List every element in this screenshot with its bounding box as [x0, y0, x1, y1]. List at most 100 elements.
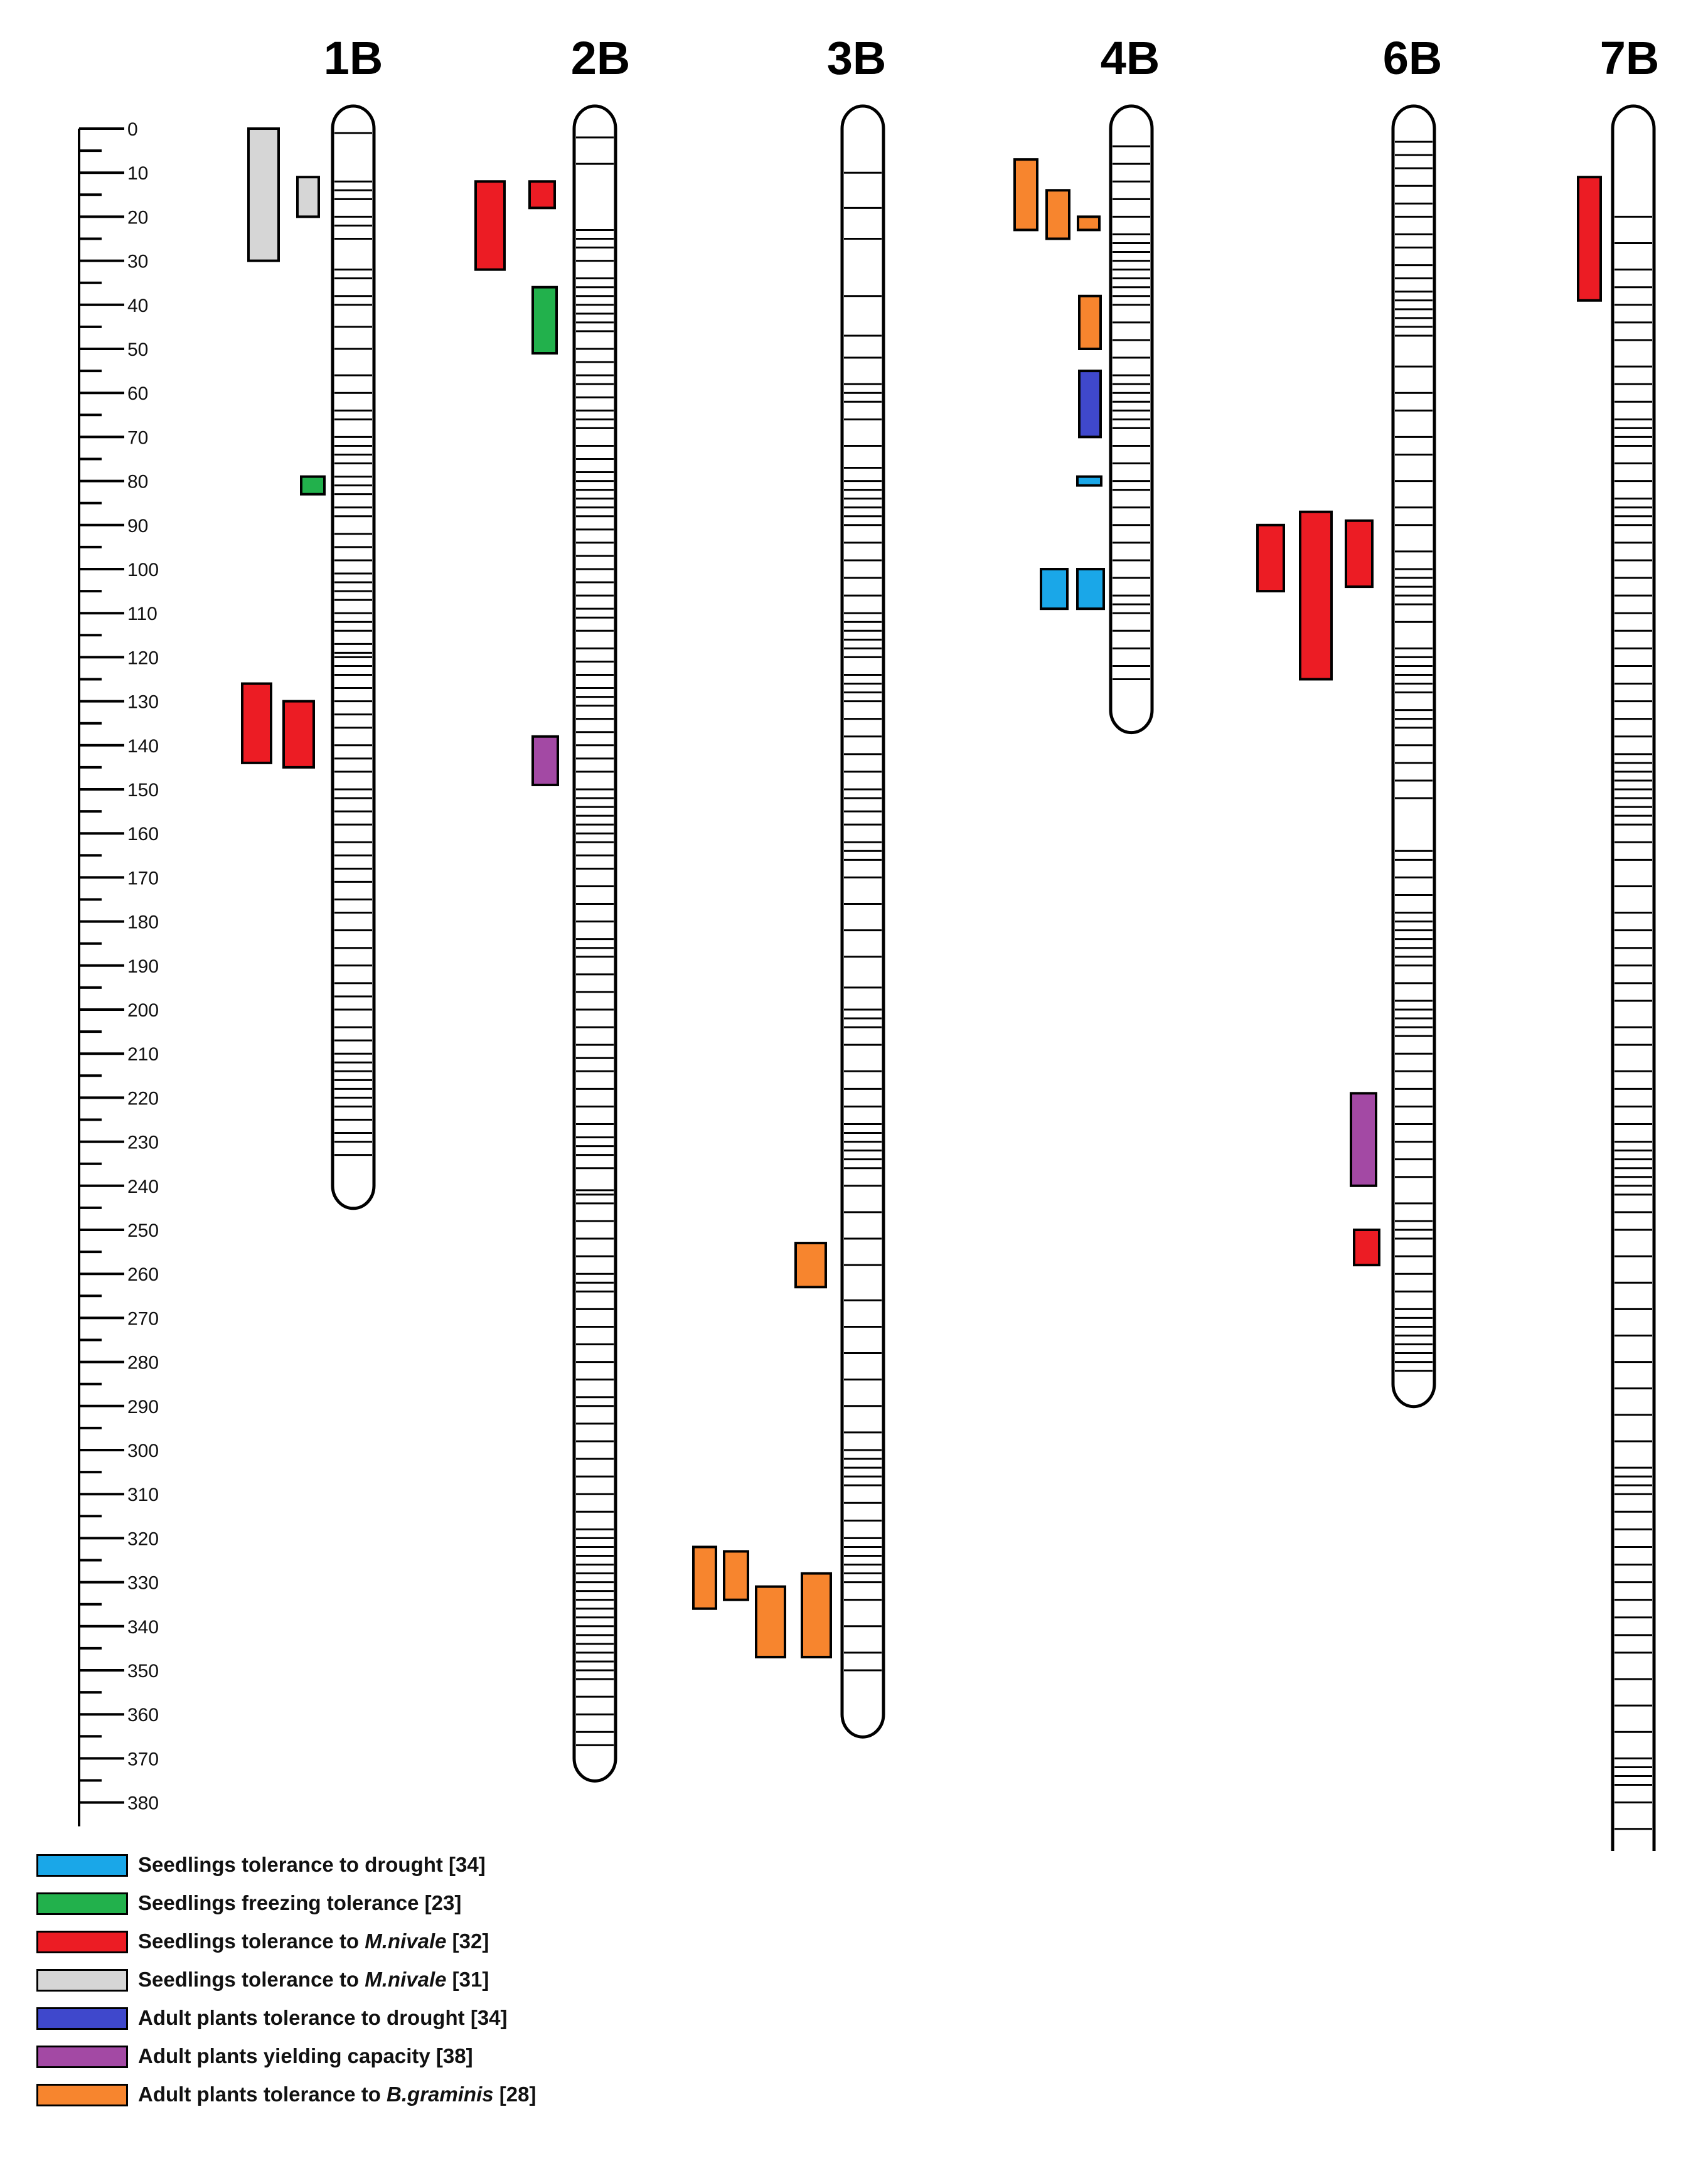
- qtl-box-yield: [1350, 1092, 1377, 1187]
- qtl-box-mnivale32: [282, 700, 315, 769]
- scale-tick-label: 160: [127, 824, 159, 845]
- chromosome-7b: 7B: [1600, 32, 1660, 1851]
- legend-label: Seedlings tolerance to drought [34]: [138, 1853, 486, 1876]
- legend-label: Adult plants yielding capacity [38]: [138, 2044, 473, 2067]
- scale-tick-label: 20: [127, 207, 148, 228]
- chromosome-label: 6B: [1383, 32, 1443, 84]
- cm-scale: 0 10 20 30 40 50 60 70 80 90 100 110 120 130 140 150 160…: [78, 119, 159, 1827]
- qtl-box-bgraminis: [794, 1242, 827, 1289]
- scale-tick-label: 70: [127, 427, 148, 448]
- scale-tick-label: 130: [127, 692, 159, 713]
- scale-tick-label: 210: [127, 1044, 159, 1065]
- qtl-box-bgraminis: [1077, 215, 1101, 232]
- qtl-box-bgraminis: [1013, 158, 1038, 232]
- chromosome-6b: 6B: [1383, 32, 1443, 1409]
- legend-swatch: [36, 1969, 128, 1992]
- scale-tick-label: 180: [127, 912, 159, 933]
- scale-tick-label: 100: [127, 560, 159, 580]
- qtl-box-mnivale32: [1353, 1229, 1380, 1267]
- chromosome-label: 3B: [827, 32, 887, 84]
- legend-swatch: [36, 2084, 128, 2106]
- genetic-map: 0 10 20 30 40 50 60 70 80 90 100 110 120 130 140 150 160…: [78, 32, 1660, 1851]
- qtl-box-mnivale32: [241, 682, 272, 764]
- legend-swatch: [36, 1854, 128, 1877]
- scale-tick-label: 370: [127, 1749, 159, 1769]
- scale-tick-label: 200: [127, 1000, 159, 1021]
- chromosome-label: 4B: [1101, 32, 1160, 84]
- scale-tick-label: 270: [127, 1308, 159, 1329]
- scale-tick-label: 250: [127, 1220, 159, 1241]
- legend-swatch: [36, 1892, 128, 1915]
- legend-label: Seedlings freezing tolerance [23]: [138, 1891, 462, 1914]
- qtl-box-bgraminis: [1078, 294, 1102, 351]
- scale-tick-label: 190: [127, 956, 159, 977]
- scale-tick-label: 90: [127, 516, 148, 536]
- scale-tick-label: 360: [127, 1705, 159, 1726]
- scale-tick-label: 50: [127, 339, 148, 360]
- chromosome-body: [840, 104, 885, 1739]
- qtl-box-bgraminis: [723, 1550, 749, 1601]
- qtl-box-mnivale32: [1256, 523, 1285, 593]
- scale-tick-label: 350: [127, 1661, 159, 1682]
- scale-tick-label: 60: [127, 383, 148, 404]
- chromosome-3b: 3B: [827, 32, 887, 1739]
- chromosome-body: [1611, 104, 1656, 1851]
- chromosome-2b: 2B: [571, 32, 631, 1783]
- scale-tick-label: 170: [127, 868, 159, 888]
- scale-tick-label: 330: [127, 1573, 159, 1594]
- legend-label: Seedlings tolerance to M.nivale [32]: [138, 1929, 489, 1953]
- qtl-box-seedling_drought: [1040, 568, 1069, 611]
- chromosome-4b: 4B: [1101, 32, 1160, 735]
- chromosome-label: 1B: [324, 32, 383, 84]
- qtl-box-freezing: [531, 285, 558, 355]
- qtl-box-mnivale32: [1577, 176, 1602, 302]
- scale-tick-label: 30: [127, 252, 148, 272]
- chromosome-1b: 1B: [324, 32, 383, 1210]
- scale-tick-label: 10: [127, 163, 148, 184]
- legend-label: Adult plants tolerance to drought [34]: [138, 2006, 508, 2029]
- legend-swatch: [36, 1931, 128, 1953]
- scale-tick-label: 110: [127, 604, 157, 624]
- qtl-box-mnivale32: [1299, 510, 1333, 681]
- legend-swatch: [36, 2007, 128, 2030]
- scale-tick-label: 280: [127, 1353, 159, 1374]
- qtl-box-yield: [531, 735, 559, 786]
- qtl-box-seedling_drought: [1076, 568, 1105, 611]
- qtl-box-mnivale31: [296, 176, 320, 218]
- legend-label: Adult plants tolerance to B.graminis [28…: [138, 2083, 536, 2106]
- scale-tick-label: 320: [127, 1528, 159, 1549]
- scale-tick-label: 300: [127, 1441, 159, 1461]
- qtl-regions: [241, 127, 1602, 1658]
- qtl-box-mnivale32: [474, 180, 506, 271]
- qtl-box-seedling_drought: [1076, 475, 1102, 487]
- scale-tick-label: 260: [127, 1264, 159, 1285]
- scale-tick-label: 380: [127, 1793, 159, 1814]
- chromosomes: 1B 2B 3B 4B 6B 7B: [324, 32, 1660, 1851]
- scale-tick-label: 40: [127, 296, 148, 316]
- qtl-box-mnivale32: [1345, 519, 1374, 589]
- legend-label: Seedlings tolerance to M.nivale [31]: [138, 1968, 489, 1991]
- scale-tick-label: 230: [127, 1133, 159, 1153]
- scale-tick-label: 240: [127, 1176, 159, 1197]
- scale-tick-label: 310: [127, 1485, 159, 1505]
- scale-tick-label: 290: [127, 1397, 159, 1417]
- scale-tick-label: 140: [127, 736, 159, 757]
- chromosome-body: [1391, 104, 1436, 1409]
- chromosome-label: 7B: [1600, 32, 1660, 84]
- scale-tick-label: 0: [127, 119, 138, 140]
- scale-tick-label: 150: [127, 780, 159, 801]
- scale-tick-label: 340: [127, 1617, 159, 1638]
- qtl-box-mnivale32: [528, 180, 556, 210]
- chromosome-label: 2B: [571, 32, 631, 84]
- qtl-box-mnivale31: [247, 127, 280, 262]
- scale-tick-label: 220: [127, 1088, 159, 1109]
- qtl-box-bgraminis: [692, 1545, 717, 1610]
- qtl-box-bgraminis: [1045, 189, 1070, 240]
- qtl-box-freezing: [300, 475, 326, 496]
- scale-tick-label: 80: [127, 472, 148, 493]
- legend-swatch: [36, 2046, 128, 2068]
- scale-tick-label: 120: [127, 648, 159, 668]
- qtl-box-bgraminis: [755, 1585, 786, 1658]
- qtl-box-adult_drought: [1078, 370, 1102, 439]
- qtl-box-bgraminis: [801, 1572, 832, 1658]
